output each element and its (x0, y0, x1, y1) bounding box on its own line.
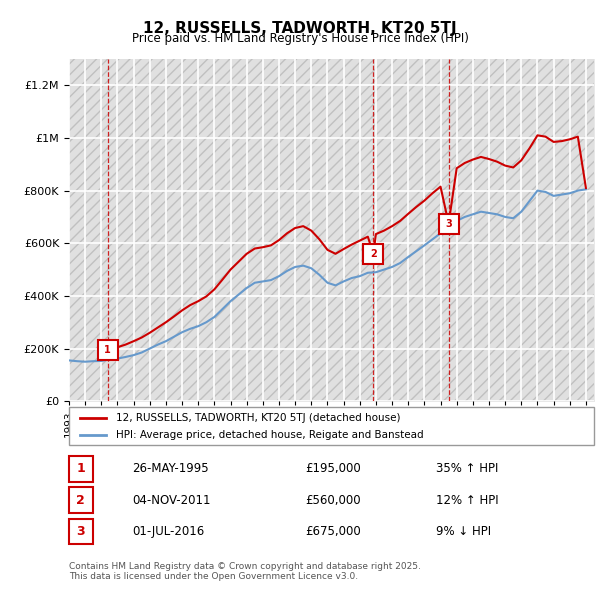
Text: Price paid vs. HM Land Registry's House Price Index (HPI): Price paid vs. HM Land Registry's House … (131, 32, 469, 45)
Text: 26-MAY-1995: 26-MAY-1995 (132, 463, 209, 476)
Text: Contains HM Land Registry data © Crown copyright and database right 2025.
This d: Contains HM Land Registry data © Crown c… (69, 562, 421, 581)
Text: £675,000: £675,000 (305, 525, 361, 537)
Text: 3: 3 (76, 525, 85, 537)
Text: 1: 1 (76, 463, 85, 476)
Text: 9% ↓ HPI: 9% ↓ HPI (437, 525, 491, 537)
Text: HPI: Average price, detached house, Reigate and Banstead: HPI: Average price, detached house, Reig… (116, 430, 424, 440)
Text: £560,000: £560,000 (305, 493, 361, 507)
Text: £195,000: £195,000 (305, 463, 361, 476)
Text: 12% ↑ HPI: 12% ↑ HPI (437, 493, 499, 507)
FancyBboxPatch shape (69, 456, 92, 481)
Text: 2: 2 (76, 493, 85, 507)
Text: 35% ↑ HPI: 35% ↑ HPI (437, 463, 499, 476)
Text: 01-JUL-2016: 01-JUL-2016 (132, 525, 204, 537)
FancyBboxPatch shape (69, 487, 92, 513)
FancyBboxPatch shape (69, 407, 594, 445)
Text: 3: 3 (445, 218, 452, 228)
Text: 12, RUSSELLS, TADWORTH, KT20 5TJ: 12, RUSSELLS, TADWORTH, KT20 5TJ (143, 21, 457, 35)
FancyBboxPatch shape (69, 519, 92, 544)
Text: 04-NOV-2011: 04-NOV-2011 (132, 493, 211, 507)
Text: 12, RUSSELLS, TADWORTH, KT20 5TJ (detached house): 12, RUSSELLS, TADWORTH, KT20 5TJ (detach… (116, 413, 401, 423)
Text: 1: 1 (104, 345, 111, 355)
Text: 2: 2 (370, 249, 377, 259)
